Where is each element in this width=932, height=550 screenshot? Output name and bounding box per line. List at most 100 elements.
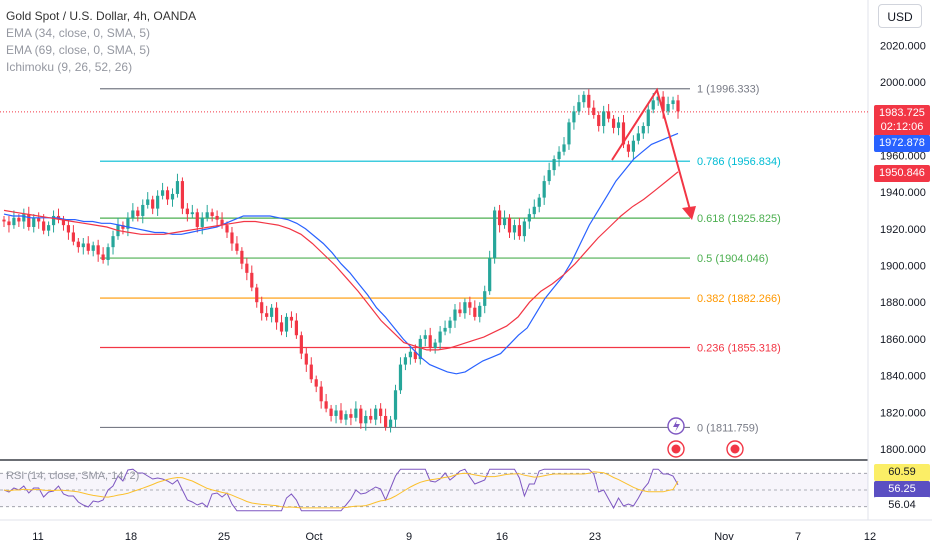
candle	[47, 225, 51, 231]
candle	[314, 379, 318, 387]
candle	[572, 111, 576, 123]
x-tick-label: 16	[496, 531, 508, 543]
x-tick-label: 18	[125, 531, 137, 543]
symbol-title[interactable]: Gold Spot / U.S. Dollar, 4h, OANDA	[6, 9, 197, 23]
candle	[517, 225, 522, 237]
candle	[121, 225, 125, 229]
candle	[398, 364, 403, 391]
candle	[597, 115, 601, 127]
candle	[299, 335, 303, 354]
candle	[339, 410, 343, 420]
candle	[12, 217, 16, 226]
rsi-level-tag: 56.04	[874, 497, 930, 514]
candle	[532, 206, 536, 215]
fib-level-label: 0.786 (1956.834)	[697, 156, 781, 168]
candle	[592, 107, 596, 116]
candle	[255, 287, 259, 303]
candle	[458, 309, 462, 314]
arrow-head	[682, 206, 696, 220]
candle	[22, 214, 26, 222]
fib-level-label: 0.5 (1904.046)	[697, 253, 769, 265]
candle	[646, 109, 650, 127]
indicator-ichimoku-label[interactable]: Ichimoku (9, 26, 52, 26)	[6, 60, 133, 74]
candle	[2, 219, 6, 222]
x-tick-label: 25	[218, 531, 230, 543]
rsi-indicator-label[interactable]: RSI (14, close, SMA, 14, 2)	[6, 470, 140, 482]
candle	[468, 302, 472, 308]
candle	[215, 215, 219, 220]
candle	[413, 351, 417, 360]
candle	[542, 181, 546, 198]
candle	[304, 353, 308, 365]
candle	[403, 357, 408, 365]
candle	[279, 322, 284, 332]
candle	[626, 144, 631, 152]
candle	[641, 126, 645, 134]
candle	[448, 320, 452, 328]
candle	[577, 102, 581, 112]
candle	[91, 245, 95, 251]
x-tick-label: 12	[864, 531, 876, 543]
candle	[170, 193, 175, 200]
rsi-signal-tag: 60.59	[874, 464, 930, 481]
x-tick-label: Oct	[305, 531, 322, 543]
candle	[369, 415, 373, 420]
candle	[537, 197, 541, 207]
candle	[408, 351, 412, 358]
candle	[270, 307, 274, 317]
candle	[324, 401, 328, 409]
candle	[131, 210, 135, 218]
fib-level-label: 0 (1811.759)	[697, 422, 759, 434]
flag-core	[671, 444, 681, 454]
y-tick-label: 1960.000	[880, 150, 926, 162]
candle	[66, 225, 71, 233]
candle	[146, 199, 150, 205]
chart-legend: Gold Spot / U.S. Dollar, 4h, OANDA EMA (…	[6, 8, 196, 76]
candle	[354, 408, 358, 418]
candle	[126, 217, 130, 229]
candle	[512, 225, 517, 233]
candle	[552, 159, 556, 171]
y-tick-label: 1900.000	[880, 261, 926, 273]
candle	[42, 221, 46, 231]
candle	[384, 415, 388, 427]
candle	[374, 408, 378, 420]
candle	[611, 118, 616, 128]
candle	[180, 181, 185, 209]
indicator-ema69-label[interactable]: EMA (69, close, 0, SMA, 5)	[6, 43, 151, 57]
candle	[507, 217, 512, 233]
candle	[106, 247, 110, 260]
y-tick-label: 1880.000	[880, 297, 926, 309]
candle	[76, 241, 80, 248]
indicator-ema34-label[interactable]: EMA (34, close, 0, SMA, 5)	[6, 26, 151, 40]
candle	[7, 221, 11, 226]
candle	[37, 217, 41, 222]
currency-button[interactable]: USD	[878, 4, 922, 28]
ema34-line	[3, 132, 679, 375]
candle	[344, 414, 348, 420]
candle	[656, 96, 660, 101]
lightning-event-icon	[667, 417, 685, 435]
candle	[438, 331, 442, 343]
candle	[160, 190, 165, 196]
y-tick-label: 2000.000	[880, 77, 926, 89]
candle	[309, 364, 313, 380]
candle	[136, 210, 140, 216]
x-tick-label: 23	[589, 531, 601, 543]
candle	[364, 415, 368, 424]
candle	[497, 210, 502, 226]
candle	[319, 386, 323, 402]
candle	[294, 320, 298, 336]
candle	[205, 212, 209, 218]
lightning-glyph	[673, 420, 680, 432]
candle	[32, 217, 36, 227]
candle	[502, 217, 507, 226]
us-flag-event-icon	[667, 440, 685, 458]
fib-level-label: 0.236 (1855.318)	[697, 342, 781, 354]
x-tick-label: Nov	[714, 531, 734, 543]
candle	[96, 245, 100, 255]
candle	[230, 232, 234, 244]
us-flag-event-icon	[726, 440, 744, 458]
